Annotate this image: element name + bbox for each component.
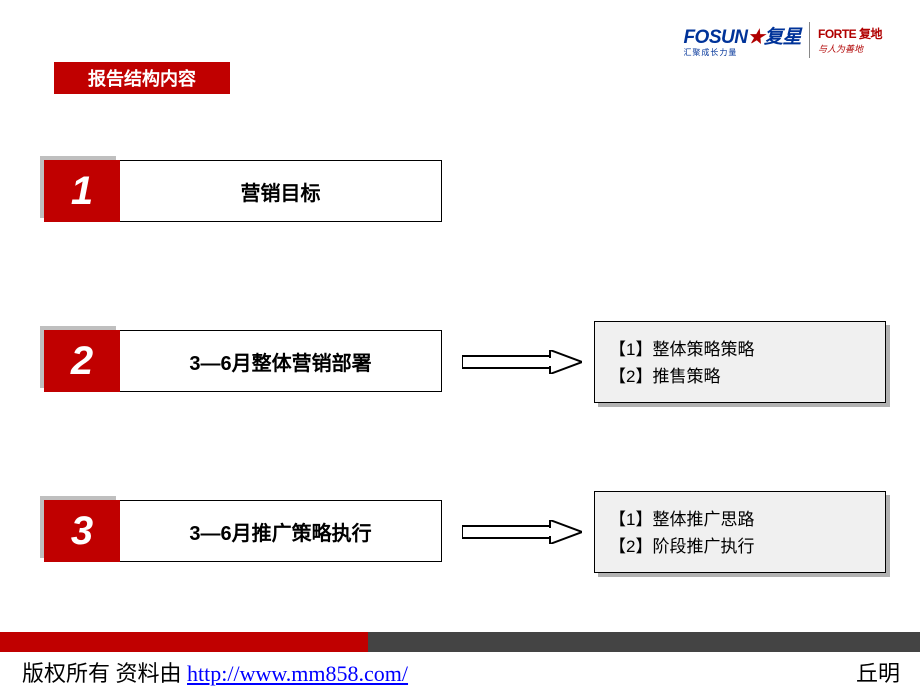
detail-line: 【1】整体推广思路 <box>609 506 871 533</box>
section-number-box: 3 <box>44 500 120 562</box>
section-label: 3—6月整体营销部署 <box>189 347 371 376</box>
section-number: 2 <box>71 339 93 384</box>
detail-line: 【2】阶段推广执行 <box>609 533 871 560</box>
logo-fosun: FOSUN★复星 汇聚成长力量 <box>683 22 801 58</box>
logo-forte-tagline: 与人为善地 <box>818 42 863 55</box>
detail-line: 【1】整体策略策略 <box>609 336 871 363</box>
fosun-en: FOSUN <box>683 27 747 48</box>
arrow-icon <box>462 520 582 544</box>
section-label: 3—6月推广策略执行 <box>189 517 371 546</box>
section-label-box: 3—6月整体营销部署 <box>120 330 442 392</box>
detail-box-3: 【1】整体推广思路 【2】阶段推广执行 <box>594 491 886 573</box>
section-label-box: 营销目标 <box>120 160 442 222</box>
section-number: 3 <box>71 509 93 554</box>
logo-fosun-tagline: 汇聚成长力量 <box>683 47 737 58</box>
section-2: 2 3—6月整体营销部署 <box>44 330 442 392</box>
page-title: 报告结构内容 <box>54 62 230 94</box>
footer-link[interactable]: http://www.mm858.com/ <box>187 661 408 686</box>
fosun-cn: 复星 <box>764 27 801 48</box>
section-label: 营销目标 <box>241 177 321 206</box>
footer-right: 丘明 <box>856 656 900 688</box>
arrow-icon <box>462 350 582 374</box>
section-label-box: 3—6月推广策略执行 <box>120 500 442 562</box>
section-number-box: 2 <box>44 330 120 392</box>
section-number-box: 1 <box>44 160 120 222</box>
detail-box-2: 【1】整体策略策略 【2】推售策略 <box>594 321 886 403</box>
detail-line: 【2】推售策略 <box>609 363 871 390</box>
footer-band <box>0 632 920 652</box>
logo-divider <box>809 22 810 58</box>
star-icon: ★ <box>747 27 764 48</box>
footer-text: 版权所有 资料由 http://www.mm858.com/ <box>22 656 408 688</box>
logo-forte-text: FORTE 复地 <box>818 25 882 42</box>
logo-fosun-text: FOSUN★复星 <box>683 22 801 49</box>
logo-area: FOSUN★复星 汇聚成长力量 FORTE 复地 与人为善地 <box>683 22 882 58</box>
logo-forte: FORTE 复地 与人为善地 <box>818 25 882 55</box>
section-3: 3 3—6月推广策略执行 <box>44 500 442 562</box>
section-number: 1 <box>71 169 93 214</box>
section-1: 1 营销目标 <box>44 160 442 222</box>
footer-prefix: 版权所有 资料由 <box>22 661 187 686</box>
